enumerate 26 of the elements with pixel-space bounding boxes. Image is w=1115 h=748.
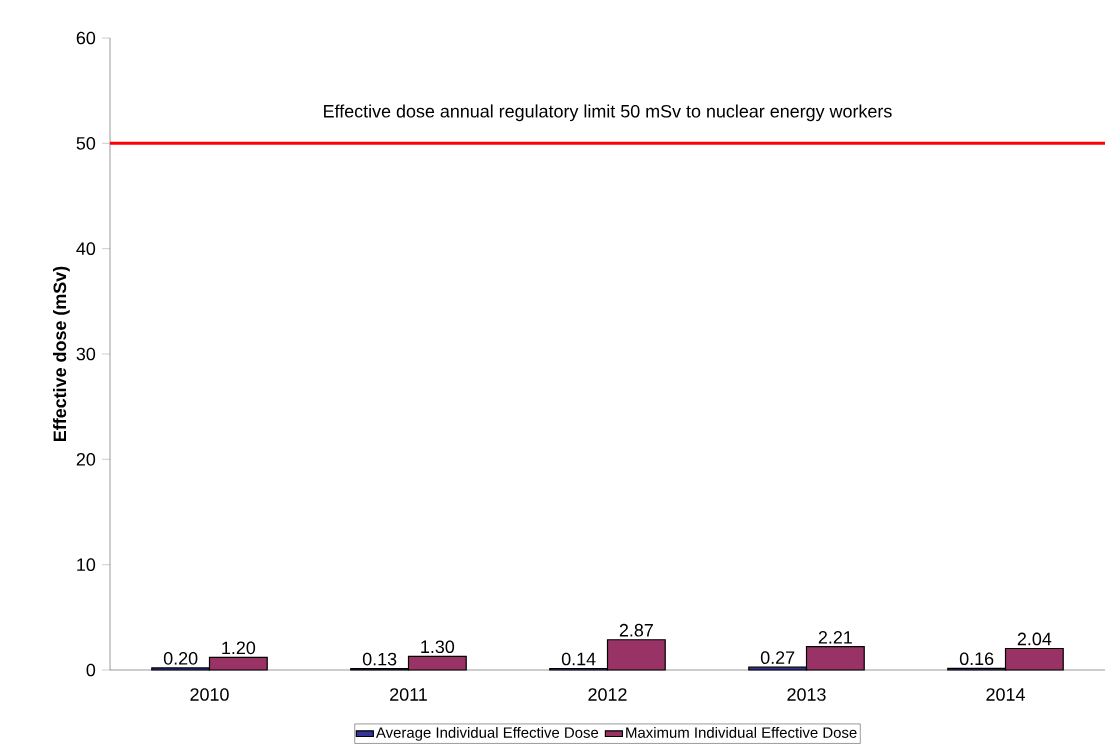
x-tick-label: 2013 <box>787 688 826 701</box>
legend-label: Average Individual Effective Dose <box>375 726 599 741</box>
y-tick-label: 40 <box>76 242 96 256</box>
data-label: 1.30 <box>421 640 455 654</box>
data-label: 0.16 <box>959 652 994 666</box>
y-tick-label: 50 <box>76 136 96 150</box>
data-label: 0.14 <box>561 652 596 666</box>
data-label: 2.87 <box>619 623 653 637</box>
x-tick-label: 2012 <box>588 688 627 701</box>
y-tick-label: 60 <box>76 31 96 45</box>
y-tick-label: 30 <box>76 347 96 361</box>
data-label: 1.20 <box>222 641 256 655</box>
x-tick-label: 2010 <box>190 688 229 701</box>
data-label: 0.20 <box>163 652 198 665</box>
y-tick-label: 0 <box>86 663 96 677</box>
data-label: 0.13 <box>362 652 397 666</box>
y-tick-label: 10 <box>77 558 96 572</box>
ref-line-label: Effective dose annual regulatory limit 50 mSv to nuclear energy workers <box>324 104 892 122</box>
data-label: 2.04 <box>1017 632 1052 646</box>
y-axis-title: Effective dose (mSv) <box>53 266 70 441</box>
y-tick-label: 20 <box>76 452 96 466</box>
data-label: 0.27 <box>760 651 795 664</box>
legend-label: Maximum Individual Effective Dose <box>626 726 857 738</box>
x-tick-label: 2011 <box>390 688 427 701</box>
x-tick-label: 2014 <box>986 688 1025 701</box>
data-label: 2.21 <box>818 631 852 644</box>
